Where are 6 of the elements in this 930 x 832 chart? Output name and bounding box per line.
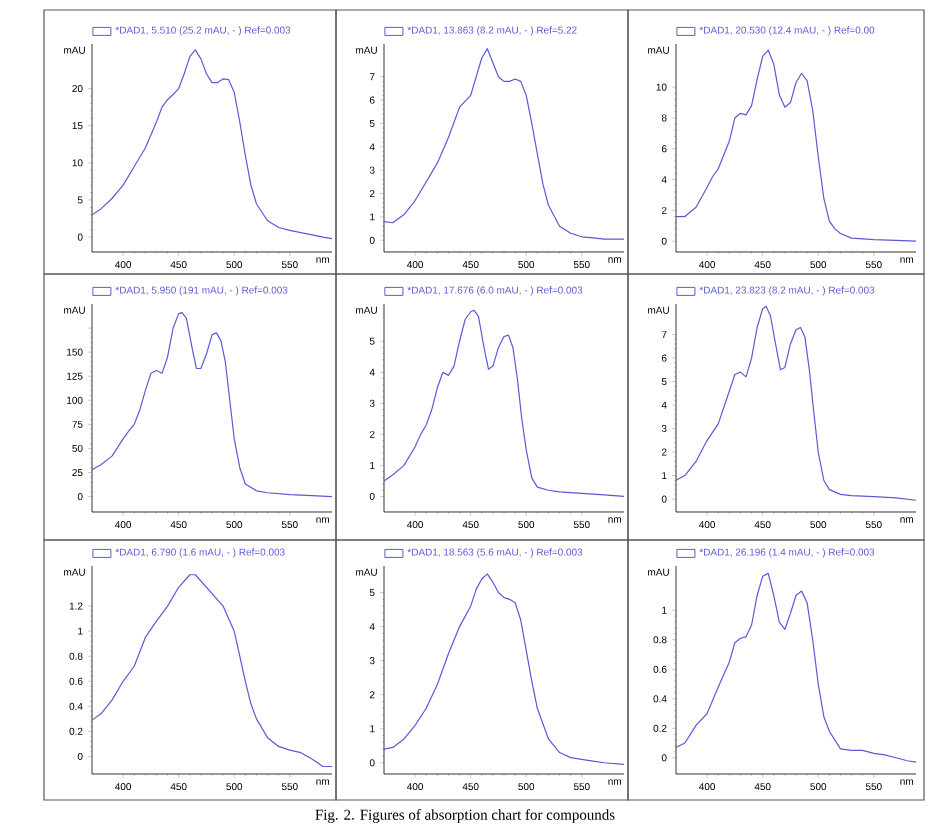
- line-series: [676, 49, 917, 242]
- line-series: [384, 309, 625, 498]
- line-series: [676, 572, 917, 763]
- line-series: [384, 573, 625, 766]
- line-series: [676, 305, 917, 501]
- line-series: [92, 49, 332, 240]
